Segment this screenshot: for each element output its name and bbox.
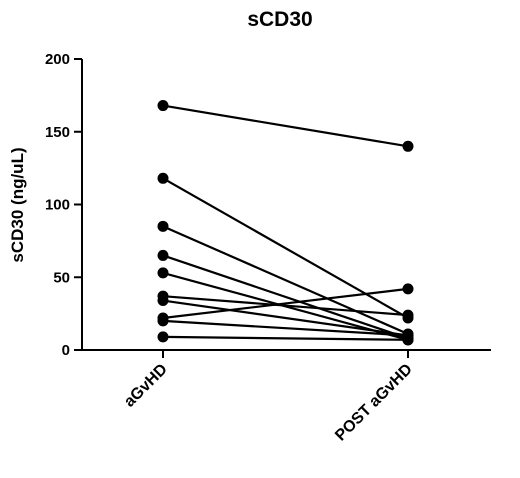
pair-line-9: [162, 319, 409, 337]
y-tick-label: 0: [62, 342, 70, 359]
data-point-10-2: [402, 334, 414, 346]
pair-line-7: [162, 299, 409, 337]
pair-line-6: [162, 295, 409, 317]
data-points: [157, 100, 414, 346]
x-category-label: POST aGvHD: [332, 361, 416, 445]
data-point-10-1: [157, 331, 169, 343]
data-point-4-1: [157, 249, 169, 261]
pair-line-1: [162, 104, 409, 148]
chart-title: sCD30: [247, 8, 312, 31]
pair-lines: [162, 104, 409, 341]
y-tick-label: 150: [45, 124, 70, 141]
data-point-6-2: [402, 309, 414, 321]
data-point-1-1: [157, 100, 169, 112]
data-point-9-1: [157, 315, 169, 327]
data-point-8-2: [402, 283, 414, 295]
pair-line-3: [162, 225, 409, 336]
x-ticks: aGvHD POST aGvHD: [121, 350, 416, 445]
data-point-5-1: [157, 267, 169, 279]
data-point-3-1: [157, 220, 169, 232]
pair-line-8: [162, 287, 409, 320]
data-point-2-1: [157, 172, 169, 184]
data-point-1-2: [402, 140, 414, 152]
data-point-7-1: [157, 295, 169, 307]
pair-line-10: [162, 335, 409, 341]
x-category-label: aGvHD: [121, 361, 171, 411]
y-tick-label: 100: [45, 197, 70, 214]
pair-line-4: [162, 254, 409, 340]
y-tick-label: 50: [53, 269, 70, 286]
y-ticks: 0 50 100 150 200: [45, 51, 82, 359]
y-axis-label: sCD30 (ng/uL): [8, 147, 27, 262]
y-tick-label: 200: [45, 51, 70, 68]
